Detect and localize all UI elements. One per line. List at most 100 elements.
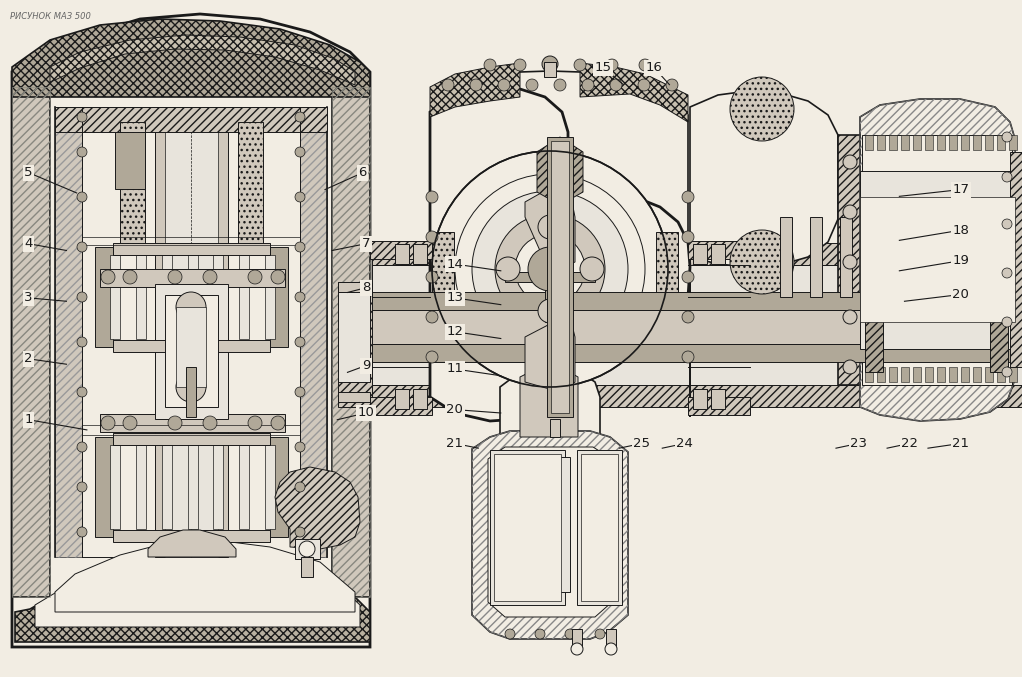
Bar bbox=[432, 232, 454, 322]
Circle shape bbox=[248, 416, 262, 430]
Circle shape bbox=[123, 416, 137, 430]
Polygon shape bbox=[50, 35, 355, 85]
Bar bbox=[656, 232, 678, 322]
Text: 6: 6 bbox=[359, 166, 367, 179]
Text: 25: 25 bbox=[634, 437, 650, 450]
Text: 10: 10 bbox=[358, 406, 374, 420]
Circle shape bbox=[1002, 219, 1012, 229]
Bar bbox=[12, 87, 50, 597]
Circle shape bbox=[582, 79, 594, 91]
Bar bbox=[161, 445, 172, 529]
Circle shape bbox=[498, 79, 510, 91]
Circle shape bbox=[605, 643, 617, 655]
Text: 17: 17 bbox=[953, 183, 969, 196]
Bar bbox=[113, 243, 270, 255]
Bar bbox=[913, 367, 921, 382]
Circle shape bbox=[843, 205, 857, 219]
Circle shape bbox=[1002, 317, 1012, 327]
Circle shape bbox=[295, 242, 305, 252]
Circle shape bbox=[77, 482, 87, 492]
Bar bbox=[239, 255, 249, 339]
Bar bbox=[55, 107, 82, 557]
Bar bbox=[545, 216, 555, 322]
Text: 18: 18 bbox=[953, 223, 969, 237]
Circle shape bbox=[682, 191, 694, 203]
Text: 4: 4 bbox=[25, 237, 33, 250]
Bar bbox=[239, 445, 249, 529]
Circle shape bbox=[514, 59, 526, 71]
Polygon shape bbox=[525, 322, 575, 392]
Polygon shape bbox=[580, 63, 688, 122]
Polygon shape bbox=[35, 549, 360, 627]
Bar bbox=[505, 272, 595, 282]
Bar bbox=[688, 241, 750, 259]
Bar bbox=[265, 255, 275, 339]
Text: 22: 22 bbox=[901, 437, 918, 450]
Circle shape bbox=[77, 527, 87, 537]
Circle shape bbox=[496, 257, 520, 281]
Circle shape bbox=[843, 360, 857, 374]
Bar bbox=[693, 244, 707, 264]
Bar bbox=[332, 87, 370, 597]
Circle shape bbox=[472, 191, 628, 347]
Circle shape bbox=[682, 271, 694, 283]
Bar bbox=[372, 344, 1022, 362]
Circle shape bbox=[77, 292, 87, 302]
Circle shape bbox=[515, 234, 585, 304]
Bar bbox=[862, 135, 1012, 385]
Bar bbox=[580, 454, 618, 601]
Circle shape bbox=[1002, 268, 1012, 278]
Polygon shape bbox=[238, 122, 263, 247]
Bar bbox=[113, 530, 270, 542]
Circle shape bbox=[77, 242, 87, 252]
Bar bbox=[1009, 135, 1017, 150]
Circle shape bbox=[101, 416, 115, 430]
Bar bbox=[810, 217, 822, 297]
Circle shape bbox=[544, 59, 556, 71]
Bar bbox=[889, 367, 897, 382]
Circle shape bbox=[538, 299, 562, 323]
Circle shape bbox=[203, 270, 217, 284]
Circle shape bbox=[432, 151, 668, 387]
Bar bbox=[840, 217, 852, 297]
Circle shape bbox=[176, 292, 206, 322]
Bar bbox=[494, 454, 561, 601]
Circle shape bbox=[542, 56, 558, 72]
Circle shape bbox=[638, 79, 650, 91]
Bar bbox=[961, 367, 969, 382]
Bar bbox=[372, 243, 1022, 265]
Bar bbox=[838, 135, 860, 385]
Circle shape bbox=[682, 351, 694, 363]
Bar bbox=[877, 135, 885, 150]
Circle shape bbox=[295, 387, 305, 397]
Circle shape bbox=[295, 147, 305, 157]
Bar bbox=[901, 135, 909, 150]
Circle shape bbox=[505, 629, 515, 639]
Bar bbox=[860, 197, 1015, 322]
Text: 12: 12 bbox=[447, 325, 463, 338]
Bar bbox=[540, 457, 570, 592]
Polygon shape bbox=[15, 552, 370, 642]
Bar bbox=[547, 137, 573, 417]
Bar bbox=[370, 241, 432, 259]
Circle shape bbox=[606, 59, 618, 71]
Bar bbox=[394, 389, 409, 409]
Circle shape bbox=[526, 79, 538, 91]
Polygon shape bbox=[430, 63, 520, 117]
Bar bbox=[265, 445, 275, 529]
Text: 15: 15 bbox=[595, 61, 611, 74]
Circle shape bbox=[77, 112, 87, 122]
Circle shape bbox=[843, 310, 857, 324]
Text: 19: 19 bbox=[953, 254, 969, 267]
Bar bbox=[12, 87, 50, 597]
Bar bbox=[973, 367, 981, 382]
Bar bbox=[338, 282, 370, 292]
Bar bbox=[865, 242, 883, 372]
Circle shape bbox=[168, 270, 182, 284]
Bar bbox=[270, 247, 288, 347]
Bar bbox=[985, 367, 993, 382]
Bar bbox=[985, 135, 993, 150]
Circle shape bbox=[295, 527, 305, 537]
Bar bbox=[372, 385, 1022, 407]
Bar bbox=[155, 284, 228, 419]
